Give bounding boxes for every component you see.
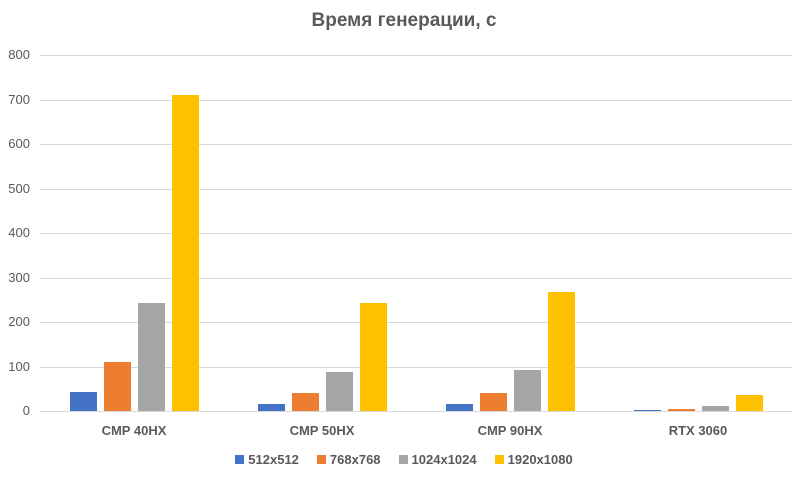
gridline	[40, 277, 792, 279]
x-tick-label: CMP 90HX	[477, 423, 543, 438]
y-tick-label: 800	[8, 47, 30, 62]
x-tick-label: RTX 3060	[668, 423, 728, 438]
gridline	[40, 322, 792, 323]
legend-swatch-icon	[316, 455, 326, 464]
plot-area	[40, 55, 792, 412]
y-tick-label: 400	[8, 225, 30, 240]
legend-label: 1024x1024	[411, 452, 477, 467]
bar	[291, 393, 319, 411]
y-tick-label: 600	[8, 136, 30, 151]
x-tick-label: CMP 50HX	[289, 423, 355, 438]
gridline	[40, 144, 792, 145]
y-tick-label: 100	[8, 358, 30, 374]
bar	[547, 292, 575, 411]
legend: 512x512 768x768 1024x1024 1920x1080	[0, 452, 808, 467]
chart-title: Время генерации, с	[311, 10, 497, 31]
gridline	[40, 188, 792, 190]
bar	[325, 371, 353, 411]
legend-item: 768x768	[316, 452, 381, 467]
bar	[735, 395, 763, 411]
gridline	[40, 233, 792, 234]
bar	[445, 403, 473, 411]
legend-swatch-icon	[494, 455, 504, 464]
bar	[171, 95, 199, 411]
x-tick-label: CMP 40HX	[101, 423, 167, 438]
bar	[479, 393, 507, 411]
legend-label: 512x512	[248, 452, 299, 467]
bar	[633, 409, 661, 411]
legend-label: 1920x1080	[507, 452, 573, 467]
y-tick-label: 300	[8, 269, 30, 285]
legend-item: 1920x1080	[494, 452, 573, 467]
legend-label: 768x768	[329, 452, 381, 467]
bar	[257, 403, 285, 411]
bar	[137, 302, 165, 411]
legend-swatch-icon	[235, 455, 245, 464]
gridline	[40, 366, 792, 368]
y-tick-label: 200	[8, 314, 30, 329]
legend-swatch-icon	[398, 455, 408, 464]
bar	[69, 391, 97, 411]
y-tick-label: 500	[8, 180, 30, 196]
bar	[359, 302, 387, 411]
y-tick-label: 0	[22, 403, 30, 418]
y-tick-label: 700	[8, 91, 30, 107]
gridline	[40, 411, 792, 412]
legend-item: 512x512	[235, 452, 299, 467]
bar	[667, 408, 695, 411]
gridline	[40, 55, 792, 56]
bar	[103, 362, 131, 411]
legend-item: 1024x1024	[398, 452, 477, 467]
bar	[701, 405, 729, 411]
gridline	[40, 99, 792, 101]
bar	[513, 370, 541, 411]
